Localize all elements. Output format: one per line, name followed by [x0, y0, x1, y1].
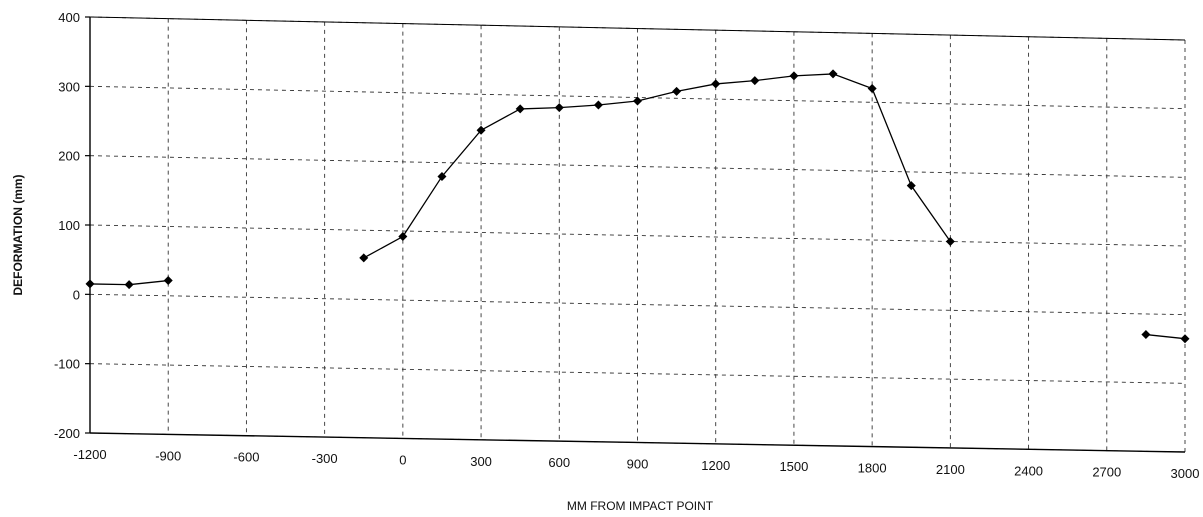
- data-point-marker: [906, 181, 916, 191]
- y-tick-label: -200: [54, 426, 80, 441]
- data-point-marker: [398, 232, 408, 242]
- data-point-marker: [711, 79, 721, 89]
- y-gridline: [89, 155, 1186, 178]
- data-point-marker: [867, 84, 877, 94]
- x-tick-label: 2700: [1092, 465, 1121, 480]
- data-point-marker: [789, 71, 799, 81]
- data-point-marker: [124, 280, 134, 290]
- x-tick-label: -300: [312, 451, 338, 466]
- data-point-marker: [1180, 334, 1190, 344]
- data-point-marker: [515, 104, 525, 114]
- data-point-marker: [1141, 330, 1151, 340]
- y-tick-label: 0: [73, 287, 80, 302]
- data-point-marker: [359, 253, 369, 263]
- y-tick-labels: -200 -100 0 100 200 300 400: [54, 10, 80, 441]
- x-tick-label: 600: [548, 455, 570, 470]
- data-point-marker: [633, 96, 642, 106]
- y-tick-label: 400: [58, 10, 80, 25]
- y-tick-label: 100: [58, 218, 80, 233]
- x-tick-label: 300: [470, 454, 492, 469]
- data-point-marker: [945, 237, 955, 246]
- data-point-marker: [476, 125, 486, 135]
- x-tick-label: 1500: [779, 459, 808, 474]
- y-gridline: [89, 293, 1186, 316]
- data-point-marker: [554, 103, 564, 113]
- x-tick-label: 1200: [701, 458, 730, 473]
- x-tick-label: 1800: [858, 461, 887, 476]
- data-point-marker: [750, 76, 760, 86]
- data-point-marker: [85, 279, 95, 289]
- x-tick-label: 0: [399, 452, 406, 467]
- y-tick-label: -100: [54, 357, 80, 372]
- x-tick-label: 3000: [1171, 466, 1200, 481]
- x-tick-label: -1200: [73, 447, 106, 462]
- x-tick-label: 900: [627, 457, 649, 472]
- data-point-marker: [437, 171, 447, 181]
- data-point-marker: [163, 276, 173, 286]
- x-tick-label: -900: [155, 448, 181, 463]
- x-axis-line: [89, 432, 1186, 453]
- plot-frame: [85, 16, 1186, 453]
- series-line: [363, 73, 951, 259]
- data-point-marker: [828, 69, 838, 79]
- grid-lines: [89, 16, 1186, 453]
- data-point-marker: [672, 86, 682, 96]
- x-tick-label: 2400: [1014, 463, 1043, 478]
- series-line: [1145, 333, 1186, 340]
- top-border-line: [89, 16, 1186, 41]
- y-gridline: [89, 224, 1186, 247]
- x-tick-label: 2100: [936, 462, 965, 477]
- y-tick-label: 300: [58, 79, 80, 94]
- y-gridline: [89, 363, 1186, 384]
- x-tick-labels: -1200 -900 -600 -300 0 300 600 900 1200 1500 1800 2…: [73, 447, 1199, 481]
- data-point-marker: [593, 100, 603, 110]
- y-tick-label: 200: [58, 149, 80, 164]
- x-axis-title: MM FROM IMPACT POINT: [567, 499, 714, 513]
- x-tick-label: -600: [233, 450, 259, 465]
- data-series: [85, 69, 1190, 344]
- y-axis-title: DEFORMATION (mm): [11, 174, 25, 295]
